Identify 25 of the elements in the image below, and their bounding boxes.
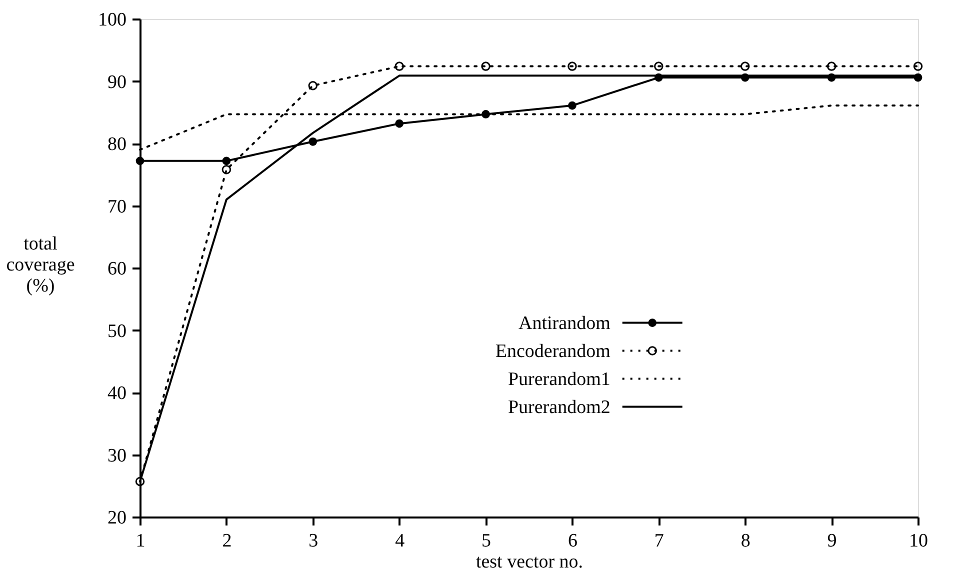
y-tick-label: 90 bbox=[108, 72, 126, 93]
x-tick-label: 8 bbox=[740, 530, 750, 552]
y-tick-label: 70 bbox=[108, 196, 126, 218]
legend-label: Encoderandom bbox=[495, 340, 611, 362]
y-axis-title: total coverage (%) bbox=[6, 234, 75, 296]
x-axis-title: test vector no. bbox=[476, 552, 584, 572]
legend-label: Purerandom2 bbox=[508, 396, 610, 418]
x-tick-label: 6 bbox=[568, 530, 578, 552]
x-tick-label: 10 bbox=[909, 530, 928, 552]
y-tick-label: 60 bbox=[108, 258, 126, 280]
y-tick-label: 80 bbox=[108, 134, 126, 155]
x-tick-label: 5 bbox=[482, 530, 492, 552]
y-tick-label: 50 bbox=[108, 320, 126, 342]
x-tick-label: 2 bbox=[222, 530, 232, 552]
x-tick-label: 1 bbox=[136, 530, 146, 552]
y-tick-label: 30 bbox=[108, 445, 126, 466]
x-tick-label: 3 bbox=[308, 530, 318, 552]
legend-label: Antirandom bbox=[518, 312, 611, 334]
y-tick-label: 100 bbox=[98, 10, 126, 30]
y-tick-label: 20 bbox=[108, 508, 126, 528]
x-tick-label: 9 bbox=[827, 530, 837, 552]
y-tick-label: 40 bbox=[108, 383, 126, 404]
x-tick-label: 7 bbox=[654, 530, 664, 552]
legend-label: Purerandom1 bbox=[508, 368, 610, 390]
x-tick-label: 4 bbox=[395, 530, 406, 552]
